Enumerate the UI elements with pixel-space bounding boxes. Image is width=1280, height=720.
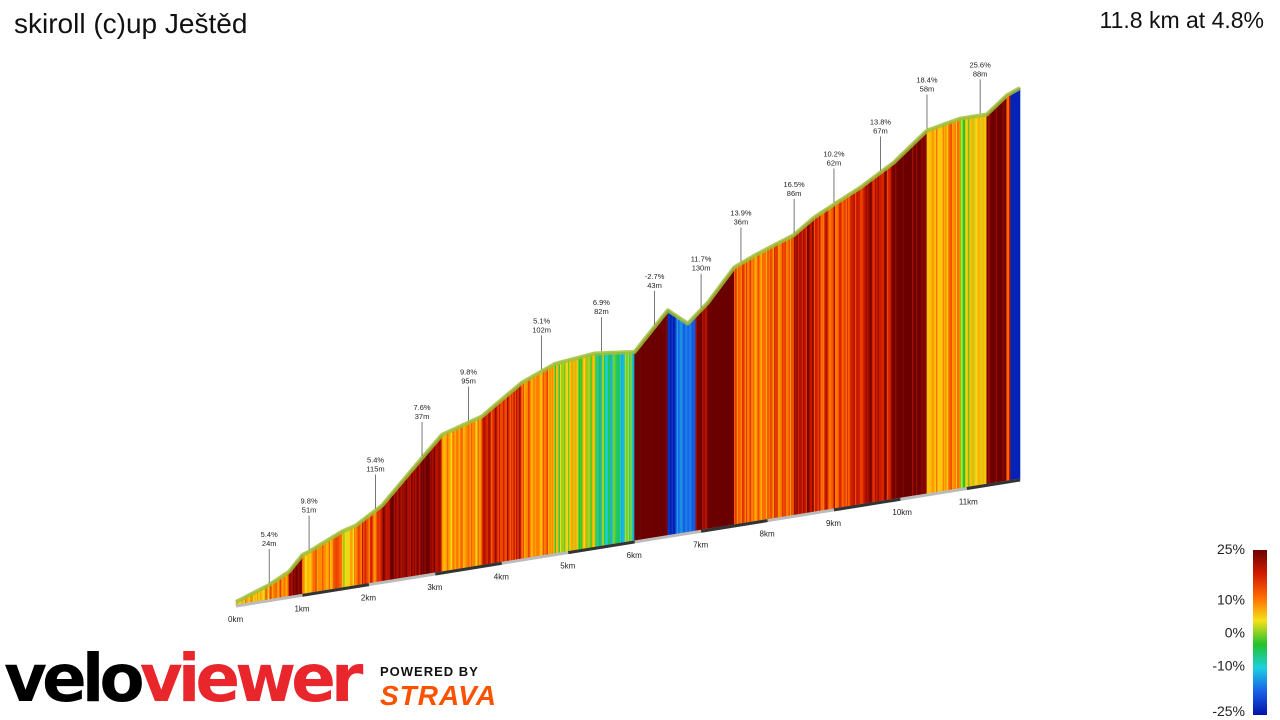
annotation-gain: 82m xyxy=(594,307,609,316)
annotation-gain: 130m xyxy=(692,264,711,273)
axis-km-segment xyxy=(567,540,635,555)
annotation-grade: 16.5% xyxy=(783,180,805,189)
gradient-annotation: 7.6%37m xyxy=(413,403,431,457)
annotation-grade: 18.4% xyxy=(916,76,938,85)
annotation-grade: 5.4% xyxy=(261,530,278,539)
distance-tick-label: 0km xyxy=(228,615,243,624)
annotation-grade: 13.8% xyxy=(870,117,892,126)
logo-part-velo: velo xyxy=(4,640,145,717)
distance-tick-label: 7km xyxy=(693,540,708,549)
gradient-legend: 25% 10% 0% -10% -25% xyxy=(1212,541,1267,718)
gradient-annotation: 10.2%62m xyxy=(823,150,845,203)
annotation-gain: 36m xyxy=(734,217,749,226)
branding: veloviewer POWERED BY STRAVA xyxy=(4,646,524,716)
annotation-grade: 5.4% xyxy=(367,455,384,464)
distance-tick-label: 9km xyxy=(826,519,841,528)
legend-label: 10% xyxy=(1217,592,1245,608)
legend-labels: 25% 10% 0% -10% -25% xyxy=(1212,541,1245,718)
distance-axis: 0km 1km 2km 3km 4km 5km 6km 7km 8km 9km 10km 11km xyxy=(228,478,1021,624)
veloviewer-logo: veloviewer xyxy=(4,646,363,712)
annotation-gain: 67m xyxy=(873,126,888,135)
distance-tick-label: 3km xyxy=(427,583,442,592)
climb-summary: 11.8 km at 4.8% xyxy=(1099,7,1265,33)
distance-tick-label: 11km xyxy=(959,498,978,507)
distance-tick-label: 1km xyxy=(294,604,309,613)
profile-top-edge xyxy=(235,86,1021,604)
annotation-gain: 62m xyxy=(827,159,842,168)
gradient-annotation: 5.1%102m xyxy=(532,316,551,370)
annotation-grade: 6.9% xyxy=(593,298,610,307)
distance-tick-label: 4km xyxy=(494,572,509,581)
axis-km-segment xyxy=(700,519,768,533)
annotation-grade: 11.7% xyxy=(691,255,712,264)
annotation-gain: 115m xyxy=(366,464,384,473)
gradient-annotation: 9.8%51m xyxy=(301,497,318,550)
distance-tick-label: 6km xyxy=(627,551,642,560)
annotation-grade: 7.6% xyxy=(413,403,430,412)
axis-km-segment xyxy=(966,478,1021,491)
gradient-annotation: 18.4%58m xyxy=(916,76,938,129)
annotation-gain: 88m xyxy=(973,69,988,78)
annotation-gain: 95m xyxy=(461,377,476,386)
annotation-grade: 5.1% xyxy=(533,316,550,325)
annotation-gain: 58m xyxy=(920,85,935,94)
annotation-gain: 51m xyxy=(302,506,317,515)
legend-label: 0% xyxy=(1225,625,1245,641)
chart-title: skiroll (c)up Ještěd xyxy=(14,8,248,39)
legend-label: -10% xyxy=(1212,658,1245,674)
gradient-annotation: 5.4%24m xyxy=(261,530,278,583)
legend-color-bar xyxy=(1253,550,1267,715)
annotation-grade: 9.8% xyxy=(460,368,477,377)
annotation-gain: 24m xyxy=(262,539,277,548)
profile-top-line xyxy=(235,86,1021,604)
gradient-annotation: 6.9%82m xyxy=(593,298,610,352)
annotation-grade: 10.2% xyxy=(823,150,845,159)
annotation-grade: 9.8% xyxy=(301,497,318,506)
powered-by-label: POWERED BY xyxy=(380,664,479,679)
gradient-annotation: 9.8%95m xyxy=(460,368,477,421)
annotation-grade: -2.7% xyxy=(645,272,665,281)
axis-km-segment xyxy=(302,583,370,597)
annotation-gain: 37m xyxy=(415,412,430,421)
annotation-grade: 25.6% xyxy=(969,60,991,69)
annotation-gain: 102m xyxy=(532,325,551,334)
axis-km-segment xyxy=(435,561,503,576)
logo-part-viewer: viewer xyxy=(139,640,364,717)
legend-label: 25% xyxy=(1217,541,1245,557)
annotation-gain: 86m xyxy=(787,189,802,198)
gradient-annotation: 11.7%130m xyxy=(691,255,712,308)
gradient-annotation: 16.5%86m xyxy=(783,180,805,233)
gradient-annotation: 13.8%67m xyxy=(870,117,892,171)
strava-logo: STRAVA xyxy=(380,680,497,711)
gradient-annotations: 5.4%24m9.8%51m5.4%115m7.6%37m9.8%95m5.1%… xyxy=(261,60,991,583)
axis-km-segment xyxy=(833,497,901,512)
distance-tick-label: 10km xyxy=(892,508,912,517)
gradient-annotation: 5.4%115m xyxy=(366,455,385,509)
legend-label: -25% xyxy=(1212,703,1245,718)
gradient-annotation: 13.9%36m xyxy=(730,208,752,262)
gradient-annotation: -2.7%43m xyxy=(645,272,665,325)
gradient-strip xyxy=(1018,87,1021,481)
distance-tick-label: 8km xyxy=(760,530,775,539)
distance-tick-label: 5km xyxy=(560,562,575,571)
annotation-gain: 43m xyxy=(647,281,662,290)
annotation-grade: 13.9% xyxy=(730,208,752,217)
distance-tick-label: 2km xyxy=(361,594,376,603)
gradient-annotation: 25.6%88m xyxy=(969,60,991,114)
